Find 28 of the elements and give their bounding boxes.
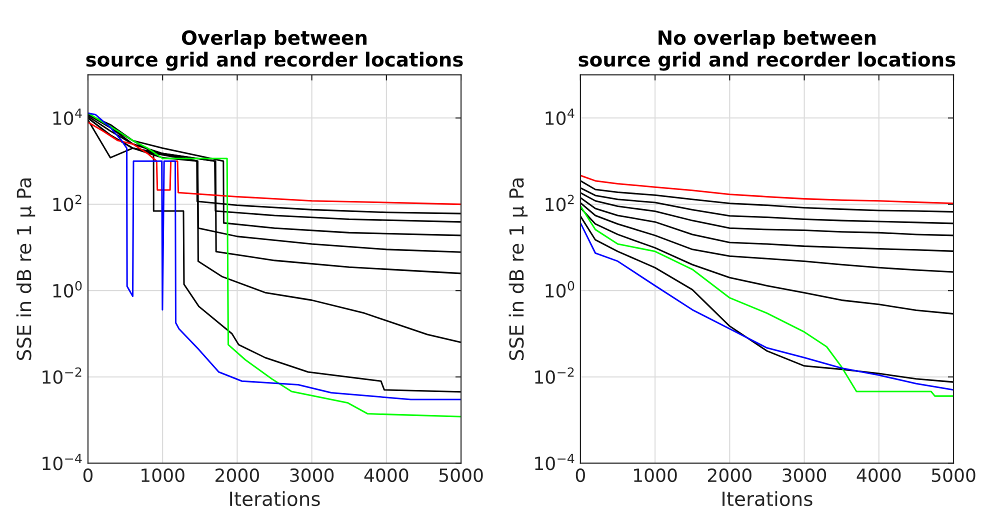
y-tick-label: 10$^{4}$ bbox=[546, 108, 574, 125]
x-tick-label: 0 bbox=[576, 468, 585, 482]
y-tick-label: 10$^{2}$ bbox=[546, 194, 574, 212]
x-tick-label: 5000 bbox=[439, 468, 483, 482]
y-tick-label: 10$^{0}$ bbox=[546, 281, 574, 298]
x-tick-label: 4000 bbox=[856, 468, 901, 482]
y-tick-label: 10$^{4}$ bbox=[53, 108, 82, 125]
chart-title: No overlap between source grid and recorder locations bbox=[578, 30, 956, 71]
x-tick-label: 1000 bbox=[634, 468, 677, 482]
chart-title: Overlap between source grid and recorder locations bbox=[86, 30, 463, 71]
x-tick-label: 4000 bbox=[364, 468, 408, 482]
x-tick-label: 2000 bbox=[708, 468, 752, 482]
y-axis-title: SSE in dB re 1 μ Pa bbox=[508, 178, 528, 360]
y-tick-label: 10$^{−2}$ bbox=[42, 367, 82, 384]
x-axis-title: Iterations bbox=[722, 491, 812, 506]
x-axis-title: Iterations bbox=[230, 491, 320, 506]
x-tick-label: 3000 bbox=[782, 468, 826, 482]
x-tick-label: 5000 bbox=[932, 468, 976, 482]
y-tick-label: 10$^{−4}$ bbox=[42, 454, 82, 470]
x-tick-label: 0 bbox=[83, 468, 93, 482]
y-tick-label: 10$^{0}$ bbox=[53, 281, 82, 298]
y-tick-label: 10$^{−2}$ bbox=[535, 367, 574, 384]
y-tick-label: 10$^{2}$ bbox=[53, 194, 82, 212]
x-tick-label: 1000 bbox=[142, 468, 184, 482]
y-axis-title: SSE in dB re 1 μ Pa bbox=[16, 178, 36, 360]
x-tick-label: 3000 bbox=[290, 468, 334, 482]
y-tick-label: 10$^{−4}$ bbox=[535, 454, 574, 470]
x-tick-label: 2000 bbox=[216, 468, 259, 482]
